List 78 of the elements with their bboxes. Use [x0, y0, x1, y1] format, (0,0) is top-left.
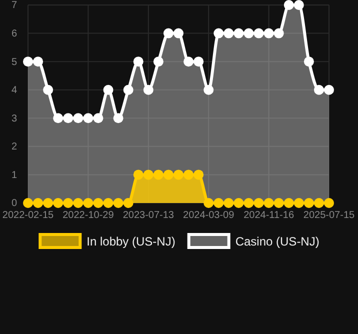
point	[304, 198, 314, 208]
y-tick-label: 2	[11, 142, 18, 153]
point	[153, 56, 164, 67]
point	[23, 198, 33, 208]
point	[133, 170, 144, 180]
point	[254, 28, 264, 38]
y-tick-label: 1	[11, 170, 18, 181]
point	[324, 198, 334, 208]
point	[123, 198, 134, 208]
point	[53, 113, 64, 124]
point	[93, 198, 104, 208]
point	[43, 198, 54, 208]
point	[294, 0, 304, 10]
point	[284, 0, 294, 10]
point	[33, 198, 44, 208]
point	[234, 28, 244, 38]
point	[274, 198, 284, 208]
x-tick-label: 2025-07-15	[303, 210, 356, 222]
point	[103, 198, 114, 208]
y-tick-label: 3	[11, 113, 18, 124]
y-tick-label: 5	[11, 56, 18, 68]
point	[194, 56, 204, 67]
x-tick-label: 2022-02-15	[2, 210, 54, 222]
point	[133, 56, 144, 67]
x-tick-label: 2024-03-09	[183, 210, 235, 222]
point	[63, 113, 74, 124]
point	[194, 170, 204, 180]
point	[184, 170, 194, 180]
point	[204, 84, 214, 95]
legend-label: In lobby (US-NJ)	[86, 234, 176, 248]
x-tick-label: 2023-07-13	[122, 210, 174, 222]
point	[324, 84, 334, 95]
y-tick-label: 6	[11, 28, 18, 40]
y-tick-label: 7	[11, 0, 18, 12]
point	[314, 198, 324, 208]
y-tick-label: 4	[11, 85, 18, 96]
point	[53, 198, 64, 208]
point	[234, 198, 244, 208]
point	[184, 56, 194, 67]
point	[153, 170, 164, 180]
point	[314, 84, 324, 95]
point	[83, 198, 94, 208]
point	[143, 170, 154, 180]
y-tick-label: 0	[11, 198, 18, 210]
point	[113, 198, 124, 208]
point	[174, 28, 184, 38]
point	[254, 198, 264, 208]
point	[204, 198, 214, 208]
point	[143, 84, 154, 95]
point	[63, 198, 74, 208]
point	[93, 113, 104, 124]
point	[73, 113, 84, 124]
point	[113, 113, 124, 124]
point	[294, 198, 304, 208]
point	[43, 84, 54, 95]
point	[274, 28, 284, 38]
point	[264, 198, 274, 208]
point	[163, 28, 174, 38]
point	[224, 198, 234, 208]
point	[163, 170, 174, 180]
point	[174, 170, 184, 180]
x-tick-label: 2024-11-16	[244, 210, 294, 222]
x-tick-label: 2022-10-29	[62, 210, 114, 222]
point	[304, 56, 314, 67]
point	[284, 198, 294, 208]
point	[73, 198, 84, 208]
legend-label: Casino (US-NJ)	[235, 234, 320, 248]
point	[33, 56, 44, 67]
point	[23, 56, 33, 67]
point	[214, 198, 224, 208]
point	[103, 84, 114, 95]
point	[214, 28, 224, 38]
point	[244, 198, 254, 208]
point	[123, 84, 134, 95]
point	[83, 113, 94, 124]
point	[264, 28, 274, 38]
point	[224, 28, 234, 38]
point	[244, 28, 254, 38]
